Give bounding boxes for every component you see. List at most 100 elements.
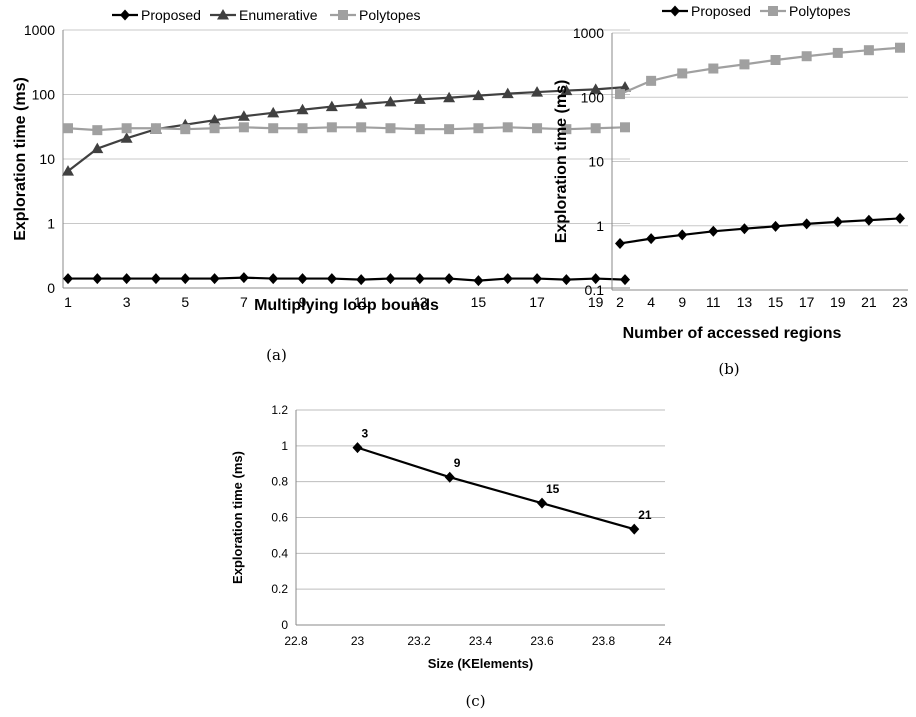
point-a-0-18 — [590, 273, 601, 285]
point-c-0-2 — [537, 497, 547, 509]
x-tick-label-b-4: 13 — [737, 294, 753, 310]
data-label-c-1: 9 — [454, 456, 461, 470]
caption-a: (a) — [266, 346, 287, 364]
legend-marker-b-1 — [768, 6, 778, 16]
point-a-2-14 — [473, 123, 484, 134]
point-a-0-16 — [532, 273, 543, 285]
y-tick-label-c-1: 0.2 — [271, 582, 288, 596]
point-a-0-0 — [63, 273, 73, 285]
point-a-1-18 — [589, 83, 602, 94]
x-tick-label-b-1: 4 — [647, 294, 655, 310]
point-a-2-17 — [561, 124, 572, 135]
point-b-0-1 — [646, 233, 657, 245]
x-tick-label-a-1: 3 — [123, 294, 131, 310]
x-tick-label-b-2: 9 — [678, 294, 686, 310]
point-a-0-1 — [92, 273, 103, 285]
x-tick-label-c-6: 24 — [658, 634, 672, 648]
x-tick-label-c-3: 23.4 — [469, 634, 493, 648]
x-tick-label-a-3: 7 — [240, 294, 248, 310]
legend-marker-b-0 — [670, 5, 680, 17]
y-axis-title-b: Exploration time (ms) — [553, 80, 570, 244]
point-a-1-17 — [560, 84, 573, 96]
point-a-1-10 — [355, 98, 368, 109]
point-a-1-9 — [325, 100, 338, 112]
legend-label-a-2: Polytopes — [359, 7, 420, 23]
point-a-2-11 — [385, 123, 396, 134]
point-a-2-2 — [121, 123, 132, 134]
x-tick-label-a-2: 5 — [181, 294, 189, 310]
point-a-1-16 — [531, 86, 544, 97]
point-a-0-11 — [385, 273, 396, 285]
legend-marker-a-2 — [338, 10, 348, 20]
point-a-2-9 — [326, 122, 337, 133]
point-a-2-19 — [620, 122, 630, 133]
series-line-b-1 — [619, 46, 901, 96]
point-b-0-5 — [770, 220, 781, 232]
y-tick-label-a-1: 1 — [47, 216, 55, 232]
x-tick-label-a-9: 19 — [588, 294, 604, 310]
caption-c: (c) — [465, 692, 485, 710]
point-a-2-8 — [297, 123, 308, 134]
point-a-1-12 — [413, 93, 426, 104]
x-tick-label-a-5: 11 — [354, 294, 369, 310]
point-a-2-18 — [590, 123, 601, 134]
point-a-2-0 — [63, 123, 73, 134]
point-a-0-15 — [502, 273, 513, 285]
y-tick-label-b-0: 0.1 — [585, 282, 605, 298]
y-tick-label-a-0: 0 — [47, 280, 55, 296]
point-b-0-9 — [895, 212, 905, 224]
point-b-1-0 — [615, 89, 625, 100]
point-a-1-11 — [384, 95, 397, 107]
y-tick-label-c-3: 0.6 — [271, 511, 288, 525]
x-tick-label-b-9: 23 — [892, 294, 908, 310]
y-tick-label-b-4: 1000 — [573, 25, 604, 41]
x-tick-label-a-8: 17 — [529, 294, 545, 310]
point-b-0-8 — [863, 214, 874, 226]
point-a-0-8 — [297, 273, 308, 285]
point-b-1-7 — [832, 47, 843, 58]
point-b-1-6 — [801, 51, 812, 62]
x-tick-label-b-7: 19 — [830, 294, 846, 310]
point-a-2-15 — [502, 122, 513, 133]
point-a-0-19 — [620, 274, 630, 286]
legend-label-a-1: Enumerative — [239, 7, 318, 23]
x-tick-label-a-6: 13 — [412, 294, 428, 310]
x-tick-label-c-4: 23.6 — [530, 634, 554, 648]
point-a-2-12 — [414, 124, 425, 135]
point-a-0-3 — [150, 273, 161, 285]
y-tick-label-a-2: 10 — [39, 151, 55, 167]
point-b-0-6 — [801, 218, 812, 230]
point-b-0-0 — [615, 237, 625, 249]
point-a-2-1 — [92, 125, 103, 136]
data-label-c-3: 21 — [638, 508, 652, 522]
y-axis-title-c: Exploration time (ms) — [230, 451, 245, 584]
point-a-1-19 — [619, 81, 631, 92]
legend-marker-a-1 — [217, 9, 229, 20]
y-tick-label-c-2: 0.4 — [271, 546, 288, 560]
point-b-1-3 — [708, 63, 719, 74]
y-tick-label-b-3: 100 — [581, 89, 605, 105]
point-a-2-6 — [238, 122, 249, 133]
point-a-0-2 — [121, 273, 132, 285]
point-b-1-4 — [739, 59, 750, 70]
point-a-0-6 — [238, 272, 249, 284]
legend-label-b-0: Proposed — [691, 3, 751, 19]
point-b-1-2 — [677, 68, 688, 79]
point-a-1-7 — [267, 106, 280, 118]
point-a-0-13 — [444, 273, 455, 285]
y-tick-label-b-2: 10 — [588, 154, 604, 170]
point-a-1-14 — [472, 89, 485, 101]
point-b-0-3 — [708, 225, 719, 237]
point-a-0-14 — [473, 275, 484, 287]
x-tick-label-c-1: 23 — [351, 634, 365, 648]
point-a-2-5 — [209, 123, 220, 134]
x-tick-label-b-3: 11 — [706, 294, 721, 310]
point-b-0-2 — [677, 229, 688, 241]
x-axis-title-b: Number of accessed regions — [623, 325, 842, 342]
point-b-1-5 — [770, 54, 781, 65]
y-tick-label-c-0: 0 — [281, 618, 288, 632]
point-a-1-15 — [501, 87, 514, 99]
point-a-1-1 — [91, 142, 104, 154]
data-label-c-0: 3 — [362, 427, 369, 441]
